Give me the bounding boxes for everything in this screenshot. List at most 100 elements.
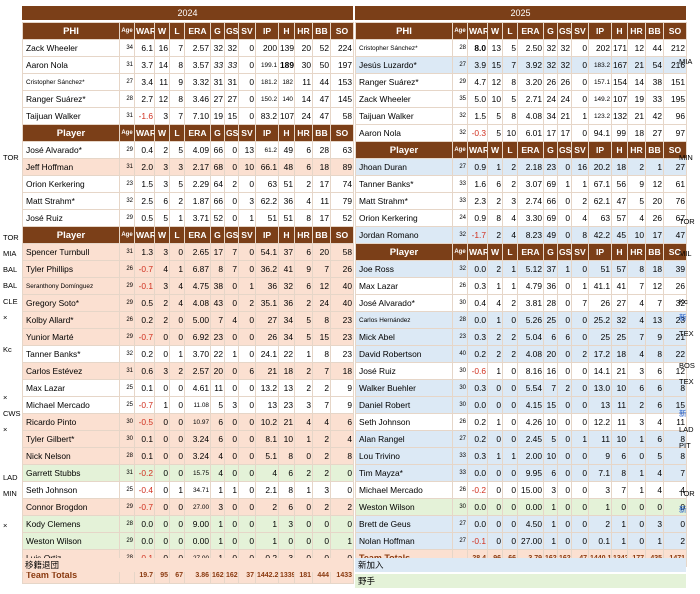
stat-g: 6 bbox=[210, 413, 225, 431]
stat-l: 8 bbox=[169, 56, 185, 74]
stat-era: 8.23 bbox=[517, 226, 544, 244]
stat-gs: 2 bbox=[224, 175, 239, 193]
stat-bb: 2 bbox=[312, 464, 331, 482]
stat-sv: 0 bbox=[238, 413, 256, 431]
stat-war: 0.0 bbox=[467, 498, 488, 516]
stat-hr: 2 bbox=[294, 379, 313, 397]
player-row: Tyler Phillips 26 -0.7 4 1 6.87 8 7 0 36.2 41 9 7 26 bbox=[22, 260, 354, 278]
stat-war: 0.1 bbox=[134, 379, 155, 397]
legend-departed: 移籍退団 bbox=[22, 558, 353, 572]
stat-gs: 0 bbox=[557, 413, 572, 431]
column-header: ERA bbox=[517, 243, 544, 261]
stat-hr: 0 bbox=[627, 532, 646, 550]
stat-w: 2 bbox=[487, 345, 503, 363]
stat-gs: 1 bbox=[557, 175, 572, 193]
player-name: Weston Wilson bbox=[355, 498, 453, 516]
player-name: Nick Nelson bbox=[22, 447, 120, 465]
stat-age: 28 bbox=[119, 90, 135, 108]
stat-ip: 200 bbox=[255, 39, 279, 57]
stat-bb: 20 bbox=[645, 192, 664, 210]
stat-hr: 0 bbox=[294, 498, 313, 516]
player-row: Mick Abel 23 0.3 2 2 5.04 6 6 0 25 25 7 9 21 bbox=[355, 328, 687, 346]
stat-sv: 0 bbox=[571, 379, 589, 397]
stat-sv: 0 bbox=[571, 39, 589, 57]
stat-hr: 0 bbox=[627, 515, 646, 533]
stat-g: 49 bbox=[543, 226, 558, 244]
player-name: Garrett Stubbs bbox=[22, 464, 120, 482]
column-header: HR bbox=[294, 124, 313, 142]
stat-ip: 63 bbox=[255, 175, 279, 193]
stat-g: 32 bbox=[543, 39, 558, 57]
stat-ip: 63 bbox=[588, 209, 612, 227]
stat-ip: 12.2 bbox=[588, 413, 612, 431]
stat-w: 1 bbox=[487, 311, 503, 329]
stat-bb: 42 bbox=[645, 107, 664, 125]
column-header: HR bbox=[294, 226, 313, 244]
stat-h: 107 bbox=[611, 90, 628, 108]
stat-bb: 6 bbox=[645, 396, 664, 414]
stat-war: 1.6 bbox=[467, 175, 488, 193]
player-row: Ranger Suárez* 29 4.7 12 8 3.20 26 26 0 157.1 154 1… bbox=[355, 73, 687, 91]
stat-gs: 7 bbox=[224, 260, 239, 278]
section-title: PHI bbox=[355, 22, 453, 40]
stat-w: 3 bbox=[154, 362, 170, 380]
stat-hr: 1 bbox=[294, 345, 313, 363]
stat-h: 182 bbox=[278, 73, 295, 91]
stat-h: 57 bbox=[611, 209, 628, 227]
stat-age: 29 bbox=[119, 209, 135, 227]
stat-g: 5 bbox=[210, 396, 225, 414]
stat-bb: 2 bbox=[312, 379, 331, 397]
stat-sv: 2 bbox=[571, 192, 589, 210]
stat-g: 33 bbox=[210, 56, 225, 74]
stat-bb: 15 bbox=[312, 328, 331, 346]
stat-ip: 2 bbox=[255, 498, 279, 516]
stat-hr: 7 bbox=[627, 328, 646, 346]
column-header: GS bbox=[224, 226, 239, 244]
player-name: Ranger Suárez* bbox=[22, 90, 120, 108]
legend-new: 新加入 bbox=[355, 558, 686, 572]
stat-bb: 12 bbox=[312, 277, 331, 295]
stat-ip: 66.1 bbox=[255, 158, 279, 176]
player-row: Lou Trivino 33 0.3 1 1 2.00 10 0 0 9 6 0 5 8 bbox=[355, 447, 687, 465]
stat-era: 9.95 bbox=[517, 464, 544, 482]
stat-era: 4.75 bbox=[184, 277, 211, 295]
stat-l: 0 bbox=[502, 413, 518, 431]
stat-l: 0 bbox=[502, 379, 518, 397]
stat-war: 0.3 bbox=[467, 447, 488, 465]
stat-ip: 11 bbox=[588, 430, 612, 448]
team-tag: TOR bbox=[679, 489, 695, 498]
stat-sv: 0 bbox=[571, 532, 589, 550]
stat-war: 0.0 bbox=[134, 532, 155, 550]
team-tag: 新 bbox=[679, 505, 687, 514]
stat-w: 10 bbox=[487, 90, 503, 108]
team-tag: Kc bbox=[3, 345, 12, 354]
team-tag: CWS bbox=[3, 409, 21, 418]
team-tag: PIT bbox=[679, 441, 691, 450]
column-header: IP bbox=[588, 22, 612, 40]
stat-sv: 0 bbox=[238, 396, 256, 414]
stat-war: -1.7 bbox=[467, 226, 488, 244]
stat-ip: 24.1 bbox=[255, 345, 279, 363]
stat-ip: 202 bbox=[588, 39, 612, 57]
stat-gs: 31 bbox=[224, 73, 239, 91]
column-header: SO bbox=[330, 124, 354, 142]
column-header: Age bbox=[119, 22, 135, 40]
stat-bb: 7 bbox=[312, 260, 331, 278]
stat-w: 0 bbox=[154, 379, 170, 397]
player-row: Gregory Soto* 29 0.5 2 4 4.08 43 0 2 35.1 36 2 24 40 bbox=[22, 294, 354, 312]
stat-g: 1 bbox=[210, 515, 225, 533]
stat-w: 2 bbox=[487, 192, 503, 210]
stat-ip: 42.2 bbox=[588, 226, 612, 244]
team-tag: TOR bbox=[679, 217, 695, 226]
stat-l: 7 bbox=[169, 107, 185, 125]
stat-w: 12 bbox=[487, 73, 503, 91]
stat-age: 33 bbox=[452, 175, 468, 193]
stat-gs: 0 bbox=[557, 430, 572, 448]
player-name: Cristopher Sánchez* bbox=[355, 39, 453, 57]
stat-ip: 8.1 bbox=[255, 430, 279, 448]
stat-bb: 8 bbox=[312, 345, 331, 363]
player-name: Seranthony Domínguez bbox=[22, 277, 120, 295]
stat-h: 32 bbox=[278, 277, 295, 295]
stat-age: 28 bbox=[119, 515, 135, 533]
stat-g: 3 bbox=[210, 498, 225, 516]
